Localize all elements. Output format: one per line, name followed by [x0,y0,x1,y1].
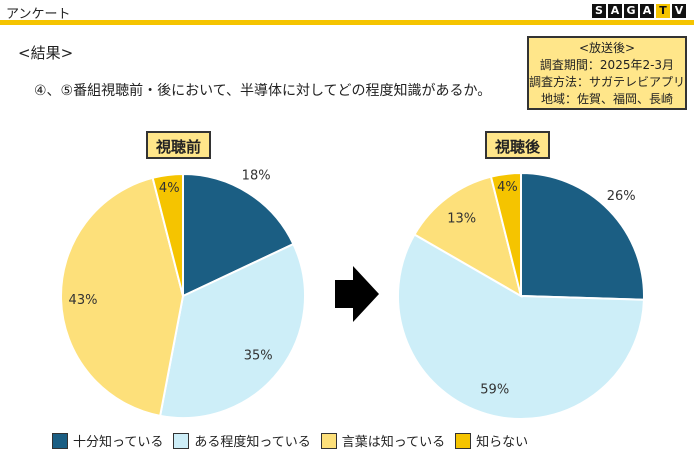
logo-letter-a2: A [640,4,654,18]
pie-after-slice-2 [413,175,523,299]
logo-letter-t: T [656,4,670,18]
right-arrow-icon [335,266,379,322]
header-bar [0,20,694,25]
info-line-method: 調査方法：サガテレビアプリ [529,75,686,89]
pie-before-slice-0 [182,172,295,298]
survey-info-box: <放送後> 調査期間：2025年2-3月 調査方法：サガテレビアプリ 地域：佐賀… [527,36,687,110]
pie-before-label-0: 18% [242,168,271,183]
legend-item-word: 言葉は知っている [320,431,446,450]
legend-swatch-full [52,432,68,449]
legend-swatch-some [173,432,190,449]
logo-letter-s: S [592,4,606,18]
saga-tv-logo: S A G A T V [592,4,686,18]
pie-after-label-2: 13% [447,211,476,226]
pie-after-slice-1 [397,233,645,420]
logo-letter-g: G [624,4,638,18]
pie-before-label-3: 4% [159,181,180,196]
legend-item-none: 知らない [455,431,528,450]
legend-label-none: 知らない [476,435,529,450]
question-text: ④、⑤番組視聴前・後において、半導体に対してどの程度知識があるか。 [34,83,492,99]
pie-after-label-0: 26% [607,189,636,204]
info-line-heading: <放送後> [578,41,636,55]
legend-label-word: 言葉は知っている [341,435,446,450]
info-line-period: 調査期間：2025年2-3月 [539,58,675,72]
legend-label-some: ある程度知っている [194,435,311,450]
pie-after-slice-0 [520,171,645,301]
legend-label-full: 十分知っている [73,435,164,450]
legend-swatch-word [320,432,337,449]
legend: 十分知っている ある程度知っている 言葉は知っている 知らない [52,431,538,450]
pie-before-label-2: 43% [69,293,98,308]
pie-after-label-1: 59% [480,382,509,397]
section-title: <結果> [18,44,74,62]
legend-item-some: ある程度知っている [173,431,311,450]
logo-letter-a1: A [608,4,622,18]
logo-letter-v: V [672,4,686,18]
pie-before-label-1: 35% [244,348,273,363]
legend-item-full: 十分知っている [52,431,163,450]
pie-before-slice-1 [158,242,306,419]
header-label: アンケート [6,7,71,22]
info-line-region: 地域：佐賀、福岡、長崎 [540,92,673,106]
chart-title-after: 視聴後 [485,131,551,159]
pie-after-label-3: 4% [497,180,518,195]
chart-title-before: 視聴前 [146,131,212,159]
pie-before-slice-2 [60,176,185,418]
legend-swatch-none [455,432,472,449]
pie-before-slice-3 [151,172,184,297]
pie-after-slice-3 [489,171,522,297]
